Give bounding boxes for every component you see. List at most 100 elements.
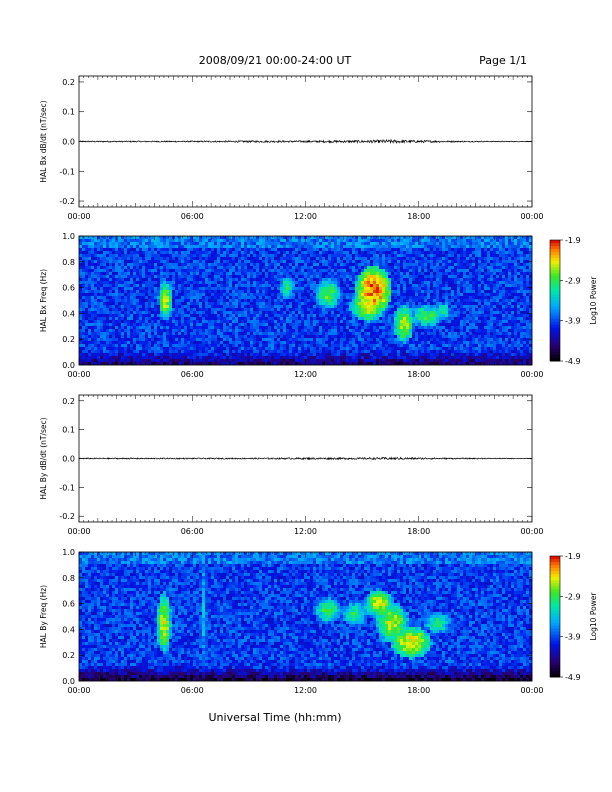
spectrogram-cell (172, 260, 176, 264)
y-tick-label: 0.0 (62, 138, 75, 147)
spectrogram-cell (412, 305, 416, 309)
spectrogram-cell (472, 239, 476, 243)
spectrogram-cell (112, 275, 116, 279)
spectrogram-cell (268, 329, 272, 333)
spectrogram-cell (508, 242, 512, 246)
spectrogram-cell (388, 284, 392, 288)
spectrogram-cell (121, 329, 125, 333)
spectrogram-cell (157, 284, 161, 288)
spectrogram-cell (226, 248, 230, 252)
spectrogram-cell (172, 254, 176, 258)
spectrogram-cell (154, 281, 158, 285)
spectrogram-cell (292, 302, 296, 306)
spectrogram-cell (166, 314, 170, 318)
spectrogram-cell (352, 326, 356, 330)
spectrogram-cell (391, 308, 395, 312)
spectrogram-cell (268, 248, 272, 252)
spectrogram-cell (388, 302, 392, 306)
spectrogram-cell (136, 248, 140, 252)
spectrogram-cell (112, 308, 116, 312)
spectrogram-cell (298, 290, 302, 294)
spectrogram-cell (316, 311, 320, 315)
spectrogram-cell (466, 326, 470, 330)
spectrogram-cell (328, 308, 332, 312)
spectrogram-cell (475, 281, 479, 285)
spectrogram-cell (433, 281, 437, 285)
spectrogram-cell (247, 242, 251, 246)
spectrogram-cell (250, 272, 254, 276)
spectrogram-cell (466, 257, 470, 261)
spectrogram-cell (430, 257, 434, 261)
spectrogram-cell (115, 299, 119, 303)
spectrogram-cell (235, 305, 239, 309)
spectrogram-cell (478, 320, 482, 324)
spectrogram-cell (256, 320, 260, 324)
spectrogram-cell (427, 296, 431, 300)
spectrogram-cell (211, 275, 215, 279)
spectrogram-cell (373, 287, 377, 291)
spectrogram-cell (205, 272, 209, 276)
spectrogram-cell (487, 239, 491, 243)
spectrogram-cell (211, 263, 215, 267)
spectrogram-cell (280, 317, 284, 321)
spectrogram-cell (334, 242, 338, 246)
spectrogram-cell (196, 296, 200, 300)
spectrogram-cell (328, 287, 332, 291)
spectrogram-cell (490, 278, 494, 282)
spectrogram-cell (100, 266, 104, 270)
spectrogram-cell (271, 266, 275, 270)
spectrogram-cell (82, 329, 86, 333)
spectrogram-cell (91, 329, 95, 333)
spectrogram-cell (352, 323, 356, 327)
spectrogram-cell (478, 299, 482, 303)
spectrogram-cell (325, 245, 329, 249)
spectrogram-cell (136, 281, 140, 285)
spectrogram-cell (418, 305, 422, 309)
spectrogram-cell (220, 290, 224, 294)
spectrogram-cell (112, 284, 116, 288)
spectrogram-cell (145, 293, 149, 297)
spectrogram-cell (367, 257, 371, 261)
spectrogram-cell (184, 317, 188, 321)
spectrogram-cell (166, 293, 170, 297)
spectrogram-cell (115, 248, 119, 252)
spectrogram-cell (307, 329, 311, 333)
spectrogram-cell (493, 281, 497, 285)
spectrogram-cell (106, 239, 110, 243)
spectrogram-cell (298, 272, 302, 276)
spectrogram-cell (364, 263, 368, 267)
spectrogram-cell (487, 236, 491, 240)
spectrogram-cell (520, 254, 524, 258)
spectrogram-cell (142, 329, 146, 333)
spectrogram-cell (433, 236, 437, 240)
spectrogram-cell (364, 302, 368, 306)
spectrogram-cell (217, 302, 221, 306)
spectrogram-cell (364, 293, 368, 297)
spectrogram-cell (88, 311, 92, 315)
spectrogram-cell (187, 287, 191, 291)
spectrogram-cell (220, 254, 224, 258)
spectrogram-cell (271, 314, 275, 318)
spectrogram-cell (181, 245, 185, 249)
spectrogram-cell (406, 275, 410, 279)
spectrogram-cell (172, 275, 176, 279)
spectrogram-cell (142, 314, 146, 318)
spectrogram-cell (157, 308, 161, 312)
spectrogram-cell (418, 326, 422, 330)
spectrogram-cell (100, 242, 104, 246)
spectrogram-cell (79, 272, 83, 276)
spectrogram-cell (370, 314, 374, 318)
spectrogram-cell (208, 308, 212, 312)
spectrogram-cell (280, 284, 284, 288)
spectrogram-cell (151, 284, 155, 288)
spectrogram-cell (97, 266, 101, 270)
spectrogram-cell (166, 299, 170, 303)
spectrogram-cell (481, 275, 485, 279)
spectrogram-cell (85, 275, 89, 279)
spectrogram-cell (439, 284, 443, 288)
spectrogram-cell (160, 242, 164, 246)
spectrogram-cell (208, 326, 212, 330)
spectrogram-cell (211, 290, 215, 294)
spectrogram-cell (361, 314, 365, 318)
spectrogram-cell (322, 281, 326, 285)
